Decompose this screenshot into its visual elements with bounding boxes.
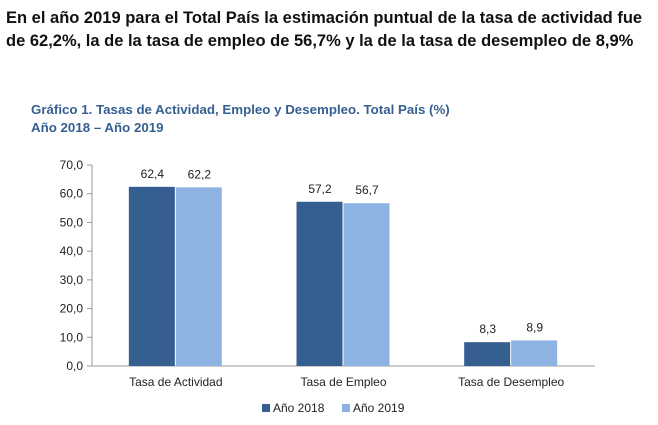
- y-tick-label: 20,0: [60, 302, 84, 316]
- bar: [128, 186, 175, 366]
- headline: En el año 2019 para el Total País la est…: [6, 9, 643, 50]
- y-tick-label: 10,0: [60, 330, 84, 344]
- legend-label: Año 2018: [273, 401, 325, 415]
- bar: [296, 201, 343, 366]
- category-label: Tasa de Actividad: [129, 375, 222, 389]
- bar: [511, 340, 558, 366]
- data-label: 57,2: [308, 182, 332, 196]
- bar: [464, 342, 511, 366]
- y-tick-label: 70,0: [60, 158, 84, 172]
- y-tick-label: 0,0: [66, 359, 83, 373]
- chart-subtitle: Año 2018 – Año 2019: [31, 120, 164, 135]
- chart-title-block: Gráfico 1. Tasas de Actividad, Empleo y …: [31, 101, 450, 137]
- legend-swatch: [262, 404, 270, 412]
- y-tick-label: 30,0: [60, 273, 84, 287]
- y-tick-label: 50,0: [60, 215, 84, 229]
- data-label: 62,4: [141, 167, 165, 181]
- bar: [343, 203, 390, 366]
- data-label: 8,3: [479, 322, 496, 336]
- legend-label: Año 2019: [353, 401, 405, 415]
- legend-swatch: [342, 404, 350, 412]
- category-label: Tasa de Empleo: [300, 375, 386, 389]
- y-tick-label: 40,0: [60, 244, 84, 258]
- data-label: 56,7: [355, 183, 379, 197]
- data-label: 8,9: [526, 320, 543, 334]
- chart-title: Gráfico 1. Tasas de Actividad, Empleo y …: [31, 102, 450, 117]
- bar: [175, 187, 222, 366]
- y-tick-label: 60,0: [60, 187, 84, 201]
- category-label: Tasa de Desempleo: [458, 375, 564, 389]
- data-label: 62,2: [188, 167, 212, 181]
